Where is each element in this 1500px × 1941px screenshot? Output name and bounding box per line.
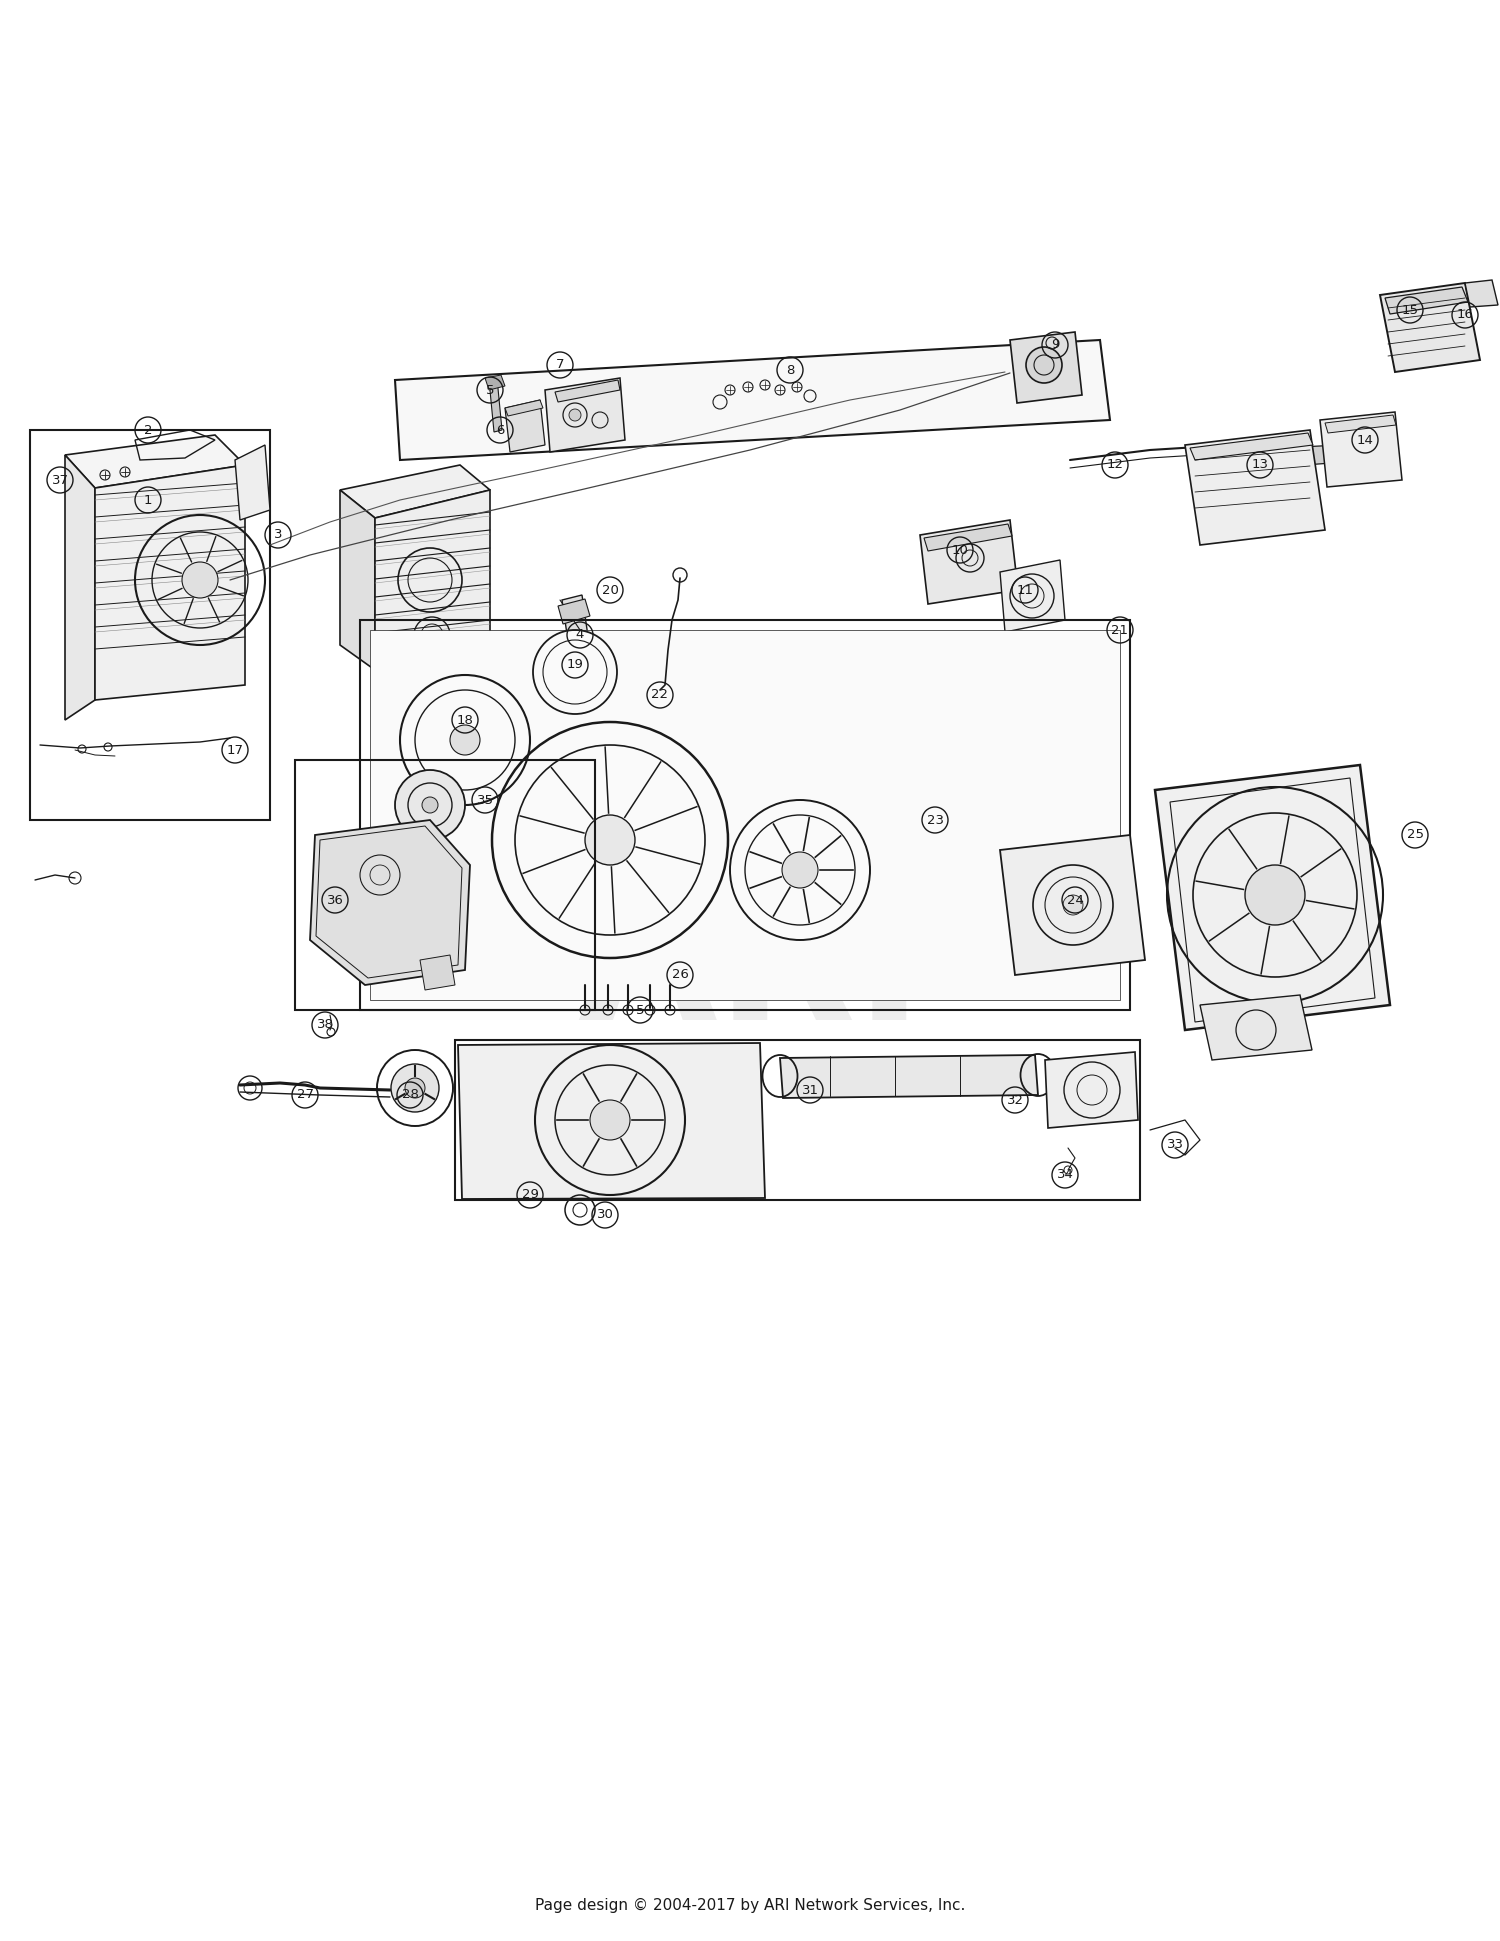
Polygon shape xyxy=(236,444,270,520)
Text: 34: 34 xyxy=(1056,1168,1074,1182)
Text: 7: 7 xyxy=(555,359,564,371)
Text: 18: 18 xyxy=(456,714,474,726)
Text: 20: 20 xyxy=(602,584,618,596)
Polygon shape xyxy=(1320,411,1402,487)
Text: 17: 17 xyxy=(226,743,243,757)
Polygon shape xyxy=(489,378,502,433)
Text: 36: 36 xyxy=(327,893,344,906)
Circle shape xyxy=(590,1101,630,1139)
Bar xyxy=(30,431,270,819)
Circle shape xyxy=(1245,866,1305,926)
Text: 16: 16 xyxy=(1456,309,1473,322)
Polygon shape xyxy=(1380,283,1480,373)
Text: 15: 15 xyxy=(1401,303,1419,316)
Polygon shape xyxy=(340,489,375,670)
Text: 23: 23 xyxy=(927,813,944,827)
Text: 10: 10 xyxy=(951,543,969,557)
Text: 5: 5 xyxy=(486,384,495,396)
Polygon shape xyxy=(1300,444,1346,466)
Circle shape xyxy=(1026,347,1062,382)
Text: 5: 5 xyxy=(636,1003,645,1017)
Polygon shape xyxy=(64,454,94,720)
Polygon shape xyxy=(555,380,620,402)
Polygon shape xyxy=(1155,765,1390,1031)
Circle shape xyxy=(568,410,580,421)
Text: 3: 3 xyxy=(273,528,282,542)
Circle shape xyxy=(782,852,818,887)
Circle shape xyxy=(405,1077,424,1099)
Text: 13: 13 xyxy=(1251,458,1269,472)
Text: 30: 30 xyxy=(597,1209,613,1221)
Text: 2: 2 xyxy=(144,423,153,437)
Polygon shape xyxy=(1190,433,1312,460)
Polygon shape xyxy=(562,596,590,654)
Text: 4: 4 xyxy=(576,629,584,641)
Text: 21: 21 xyxy=(1112,623,1128,637)
Circle shape xyxy=(1064,895,1083,914)
Circle shape xyxy=(182,563,218,598)
Text: 26: 26 xyxy=(672,969,688,982)
Polygon shape xyxy=(1000,561,1065,633)
Circle shape xyxy=(392,1064,439,1112)
Circle shape xyxy=(422,798,438,813)
Text: 1: 1 xyxy=(144,493,153,507)
Polygon shape xyxy=(920,520,1019,604)
Text: 11: 11 xyxy=(1017,584,1034,596)
Polygon shape xyxy=(1010,332,1082,404)
Polygon shape xyxy=(1046,1052,1138,1128)
Polygon shape xyxy=(94,466,244,701)
Bar xyxy=(296,761,596,1009)
Text: 32: 32 xyxy=(1007,1093,1023,1106)
Circle shape xyxy=(585,815,634,866)
Polygon shape xyxy=(1466,280,1498,307)
Text: 31: 31 xyxy=(801,1083,819,1097)
Polygon shape xyxy=(484,375,506,390)
Text: 12: 12 xyxy=(1107,458,1124,472)
Circle shape xyxy=(394,771,465,840)
Polygon shape xyxy=(924,524,1013,551)
Polygon shape xyxy=(340,466,490,518)
Text: 19: 19 xyxy=(567,658,584,672)
Text: 8: 8 xyxy=(786,363,794,377)
Text: 38: 38 xyxy=(316,1019,333,1031)
Polygon shape xyxy=(1185,431,1324,545)
Text: 24: 24 xyxy=(1066,893,1083,906)
Polygon shape xyxy=(780,1056,1038,1099)
Polygon shape xyxy=(458,1042,765,1200)
Bar xyxy=(360,619,1130,1009)
Text: 33: 33 xyxy=(1167,1139,1184,1151)
Text: 29: 29 xyxy=(522,1188,538,1201)
Circle shape xyxy=(450,726,480,755)
Polygon shape xyxy=(64,435,244,487)
Text: 9: 9 xyxy=(1052,338,1059,351)
Text: 27: 27 xyxy=(297,1089,314,1101)
Text: 6: 6 xyxy=(496,423,504,437)
Polygon shape xyxy=(544,378,626,452)
Polygon shape xyxy=(310,819,470,984)
Text: 22: 22 xyxy=(651,689,669,701)
Text: 35: 35 xyxy=(477,794,494,807)
Polygon shape xyxy=(506,400,543,415)
Polygon shape xyxy=(1324,415,1396,433)
Text: 28: 28 xyxy=(402,1089,418,1101)
Polygon shape xyxy=(375,489,490,670)
Polygon shape xyxy=(420,955,454,990)
Polygon shape xyxy=(370,631,1120,1000)
Bar xyxy=(454,1040,1140,1200)
Text: 14: 14 xyxy=(1356,433,1374,446)
Text: 25: 25 xyxy=(1407,829,1424,842)
Polygon shape xyxy=(1200,996,1312,1060)
Polygon shape xyxy=(506,400,544,452)
Text: 37: 37 xyxy=(51,474,69,487)
Polygon shape xyxy=(1384,287,1468,314)
Polygon shape xyxy=(558,600,590,623)
Polygon shape xyxy=(1000,835,1144,974)
Text: Page design © 2004-2017 by ARI Network Services, Inc.: Page design © 2004-2017 by ARI Network S… xyxy=(536,1898,964,1912)
Text: ARI: ARI xyxy=(578,881,922,1058)
Polygon shape xyxy=(394,340,1110,460)
